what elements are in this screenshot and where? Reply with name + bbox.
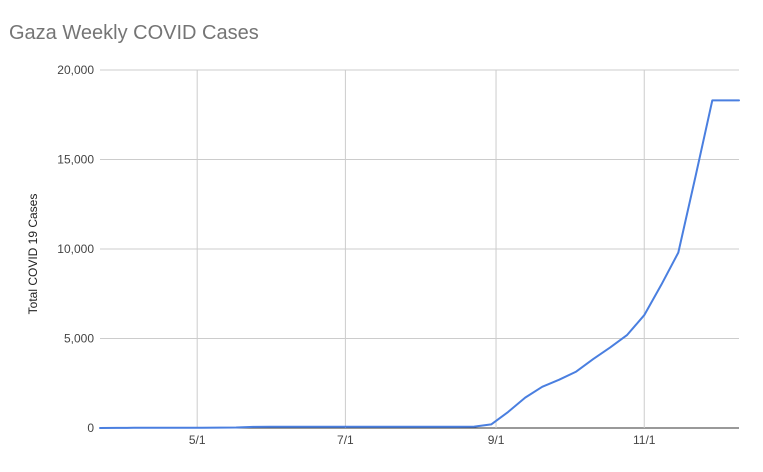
y-tick-label: 10,000 <box>57 242 94 256</box>
y-tick-label: 5,000 <box>64 332 94 346</box>
x-tick-label: 7/1 <box>337 433 354 447</box>
x-tick-label: 9/1 <box>488 433 505 447</box>
series-layer <box>99 99 740 429</box>
x-tick-label: 11/1 <box>633 433 656 447</box>
y-tick-label: 20,000 <box>57 63 94 77</box>
y-tick-label: 15,000 <box>57 153 94 167</box>
x-tick-label: 5/1 <box>189 433 206 447</box>
tick-labels: 0 5,000 10,000 15,000 20,000 5/1 7/1 9/1 11/1 <box>57 63 656 447</box>
series-line <box>99 99 740 429</box>
chart-title: Gaza Weekly COVID Cases <box>9 22 259 44</box>
y-tick-label: 0 <box>87 421 94 435</box>
gridlines <box>100 69 739 429</box>
